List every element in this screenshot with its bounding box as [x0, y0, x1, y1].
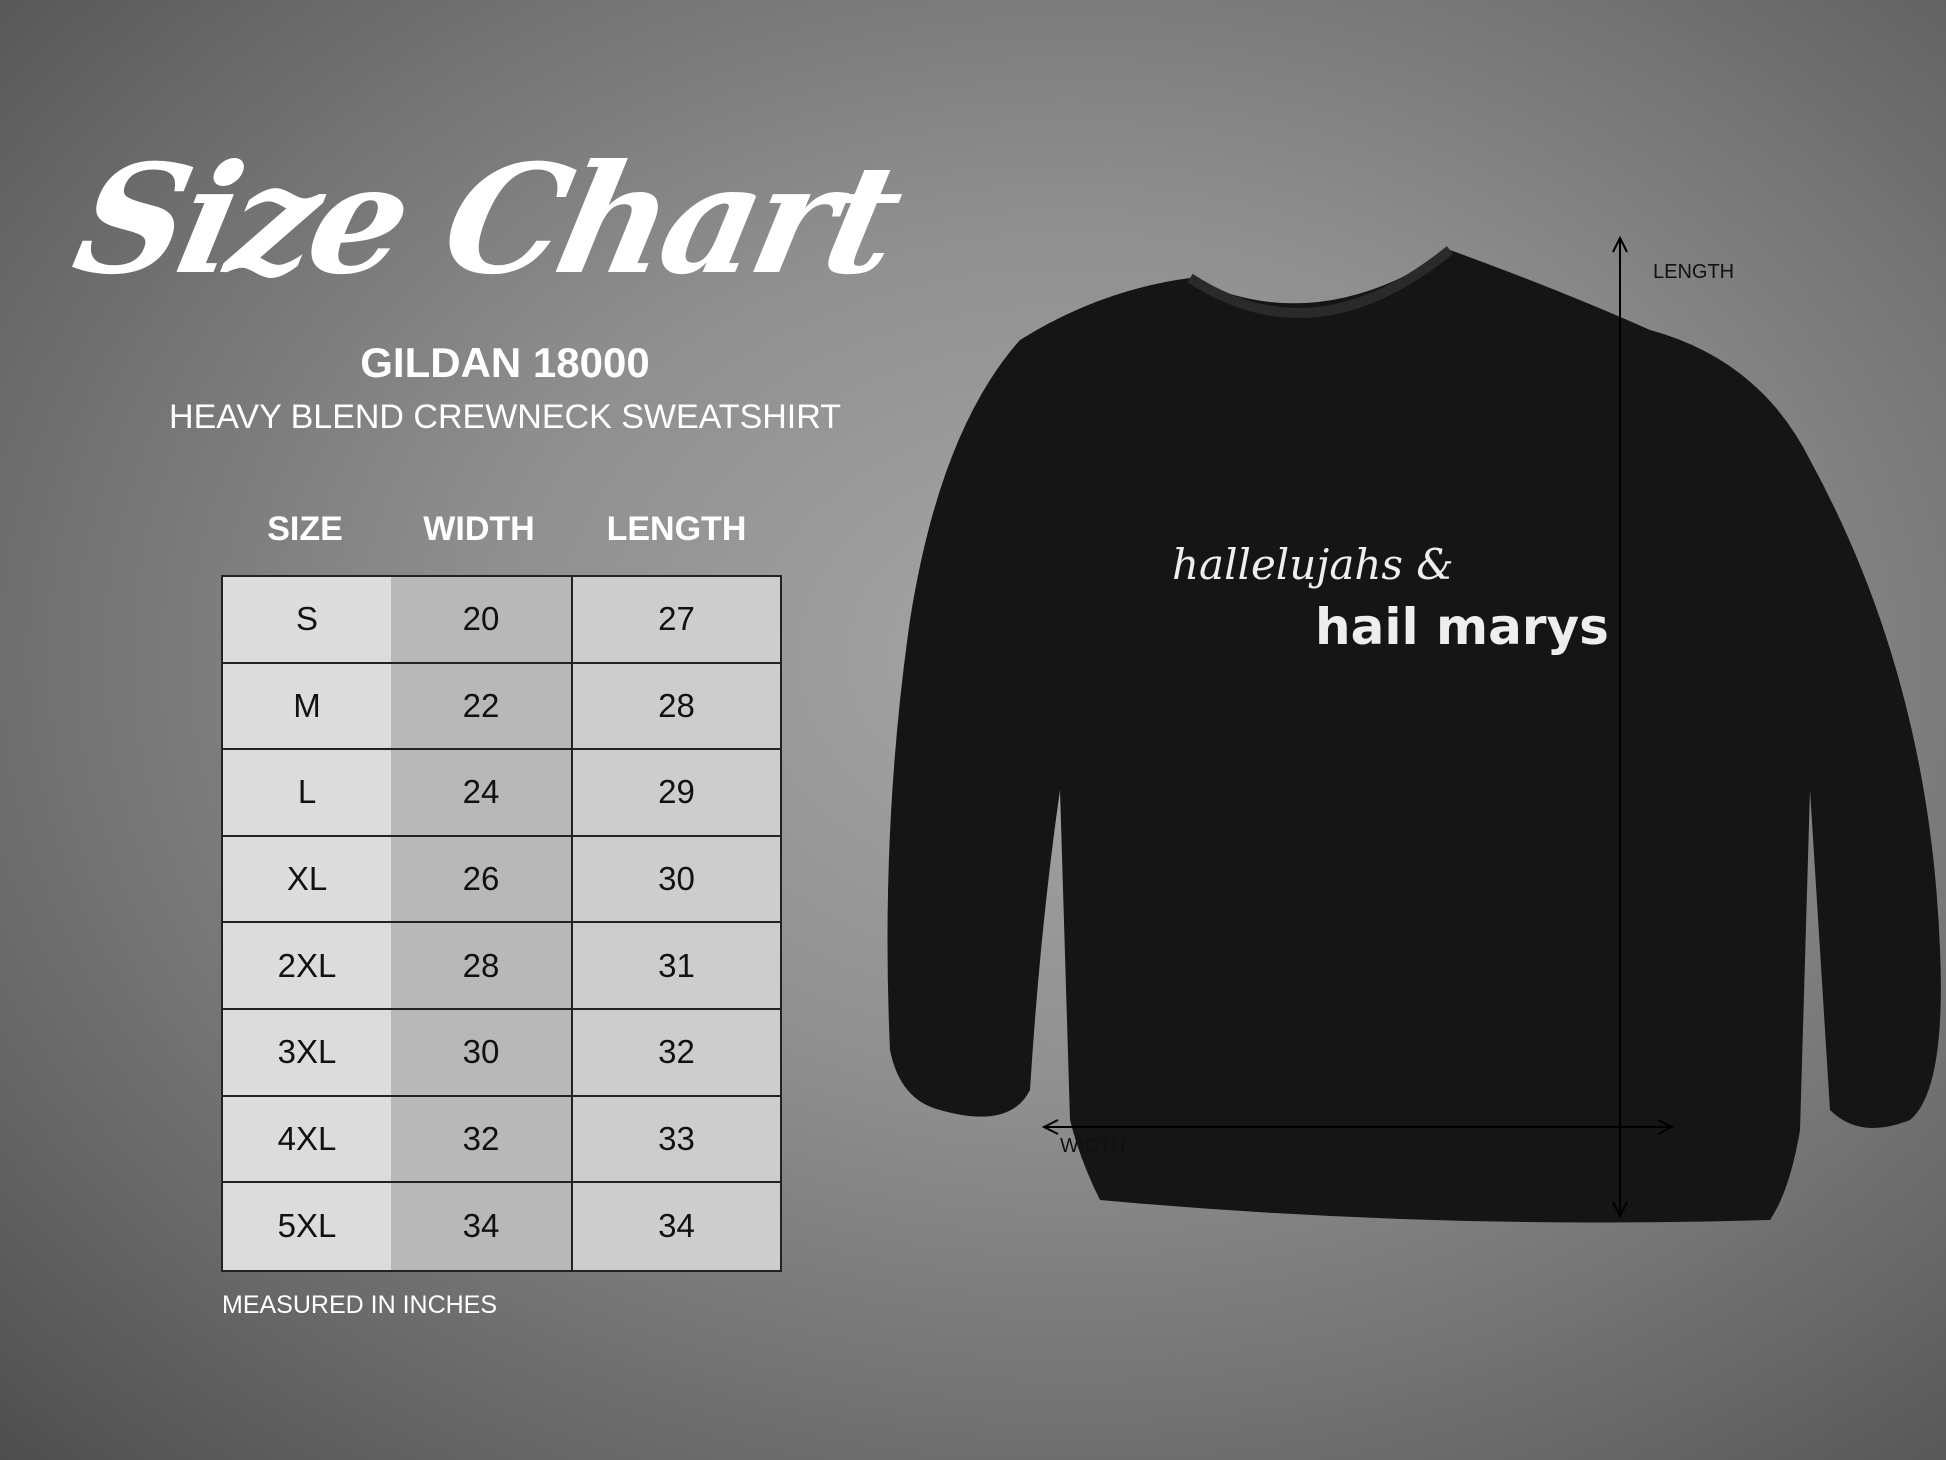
- cell-length: 28: [573, 663, 780, 749]
- table-row: S 20 27: [223, 577, 780, 664]
- cell-width: 32: [391, 1096, 573, 1182]
- table-row: 4XL 32 33: [223, 1096, 780, 1184]
- cell-width: 24: [391, 750, 573, 835]
- cell-size: 3XL: [223, 1009, 391, 1095]
- table-row: 2XL 28 31: [223, 923, 780, 1010]
- measurement-note: MEASURED IN INCHES: [222, 1291, 498, 1319]
- sweatshirt-collar: [1187, 246, 1454, 318]
- table-row: M 22 28: [223, 663, 780, 751]
- width-arrow-head-left: [1041, 1119, 1059, 1135]
- cell-length: 33: [573, 1096, 780, 1182]
- cell-width: 28: [391, 923, 573, 1008]
- table-row: XL 26 30: [223, 836, 780, 924]
- product-subtitle: HEAVY BLEND CREWNECK SWEATSHIRT: [169, 398, 841, 436]
- cell-length: 27: [573, 577, 780, 662]
- cell-size: 4XL: [223, 1096, 391, 1182]
- sweatshirt-image: [887, 235, 1941, 1223]
- cell-length: 30: [573, 836, 780, 922]
- print-text-script: hallelujahs &: [1172, 540, 1454, 589]
- table-row: L 24 29: [223, 750, 780, 837]
- cell-size: 2XL: [223, 923, 391, 1008]
- cell-length: 29: [573, 750, 780, 835]
- width-label: WIDTH: [1060, 1135, 1126, 1157]
- cell-width: 26: [391, 836, 573, 922]
- sweatshirt-body: [887, 250, 1941, 1223]
- cell-width: 34: [391, 1183, 573, 1270]
- cell-size: M: [223, 663, 391, 749]
- cell-length: 31: [573, 923, 780, 1008]
- cell-width: 20: [391, 577, 573, 662]
- width-arrow-head-right: [1657, 1119, 1675, 1135]
- table-row: 3XL 30 32: [223, 1009, 780, 1097]
- length-arrow-head-bottom: [1612, 1201, 1628, 1219]
- size-table: S 20 27 M 22 28 L 24 29 XL 26 30 2XL 28 31 3XL 30 32 4XL 32…: [221, 575, 782, 1272]
- print-text-bold: hail marys: [1315, 598, 1609, 656]
- cell-length: 32: [573, 1009, 780, 1095]
- length-arrow-head-top: [1612, 235, 1628, 253]
- cell-size: S: [223, 577, 391, 662]
- cell-size: 5XL: [223, 1183, 391, 1270]
- cell-width: 30: [391, 1009, 573, 1095]
- brand-model: GILDAN 18000: [360, 339, 650, 386]
- cell-size: XL: [223, 836, 391, 922]
- cell-width: 22: [391, 663, 573, 749]
- cell-length: 34: [573, 1183, 780, 1270]
- table-row: 5XL 34 34: [223, 1183, 780, 1270]
- header-length: LENGTH: [606, 510, 747, 548]
- header-size: SIZE: [267, 510, 343, 548]
- cell-size: L: [223, 750, 391, 835]
- length-label: LENGTH: [1653, 261, 1735, 283]
- header-width: WIDTH: [423, 510, 535, 548]
